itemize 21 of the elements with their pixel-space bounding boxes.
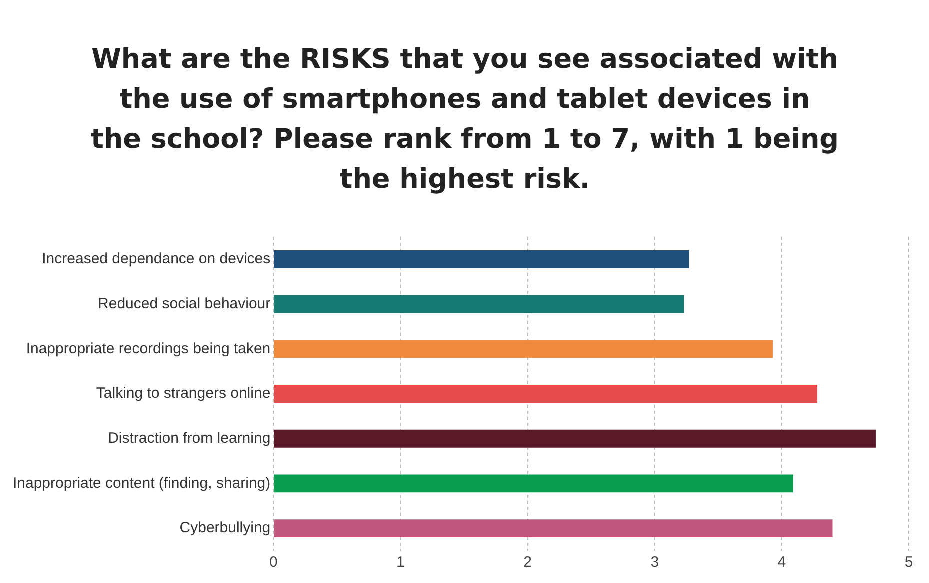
x-tick-label: 1 (396, 554, 405, 572)
bar (274, 295, 684, 314)
bar (274, 474, 794, 493)
y-tick-label: Increased dependance on devices (42, 250, 271, 268)
y-tick-label: Distraction from learning (108, 430, 271, 447)
x-tick-label: 0 (269, 554, 278, 572)
bar (274, 250, 690, 268)
bar (274, 520, 833, 538)
bar (274, 385, 818, 403)
bar (274, 430, 876, 448)
bar (274, 340, 774, 358)
x-tick-label: 4 (778, 554, 786, 572)
chart-title: What are the RISKS that you see associated with the use of smartphones and tablet devices in the school? Please rank from 1 to 7, with 1 being the highest risk. (90, 43, 840, 197)
y-tick-label: Inappropriate recordings being taken (26, 340, 271, 358)
y-tick-label: Cyberbullying (180, 520, 271, 537)
y-tick-label: Talking to strangers online (96, 385, 271, 402)
x-tick-label: 2 (524, 554, 532, 572)
y-tick-label: Reduced social behaviour (98, 295, 271, 312)
x-tick-label: 5 (904, 554, 914, 572)
x-tick-label: 3 (650, 554, 660, 572)
y-tick-label: Inappropriate content (finding, sharing) (12, 474, 271, 492)
